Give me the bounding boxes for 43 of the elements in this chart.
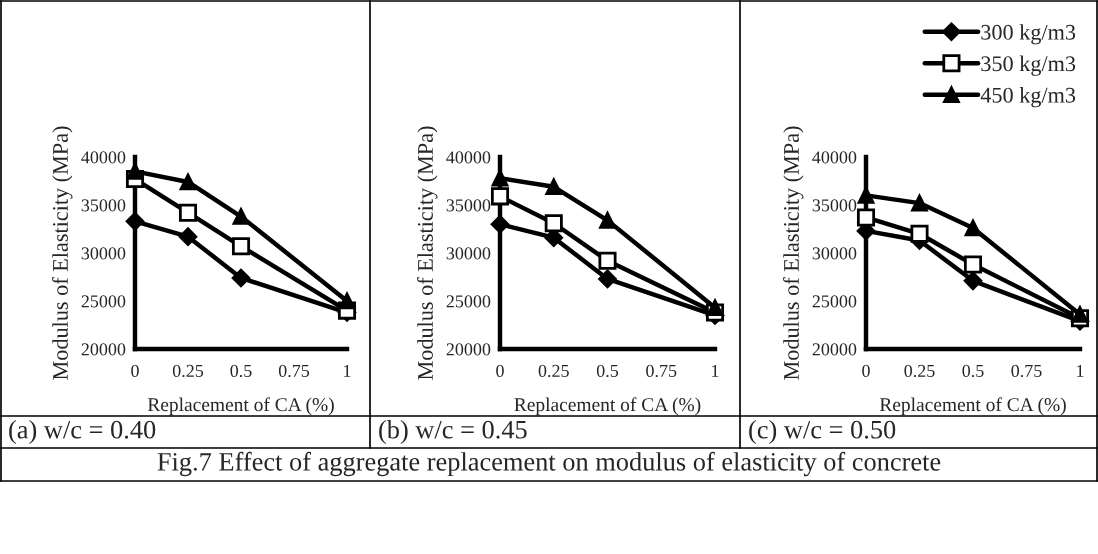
- x-tick-label: 0.25: [904, 364, 935, 378]
- x-tick-label: 0.5: [230, 364, 252, 378]
- x-tick-label: 1: [1077, 364, 1084, 377]
- y-tick-label: 40000: [81, 151, 126, 164]
- x-tick-label: 0.75: [646, 364, 677, 378]
- x-tick-label: 1: [344, 364, 351, 377]
- text: (a) w/c = 0.40: [9, 420, 156, 444]
- x-tick-label: 0.5: [596, 364, 619, 378]
- x-axis-title: Replacement of CA (%): [514, 397, 701, 416]
- legend-label: 300 kg/m3: [981, 24, 1076, 45]
- x-tick-label: 0: [131, 364, 139, 377]
- y-tick-label: 25000: [446, 295, 491, 308]
- x-tick-label: 0: [496, 364, 504, 377]
- y-axis-title: Modulus of Elasticity (MPa): [783, 126, 804, 380]
- y-tick-label: 30000: [812, 247, 857, 260]
- x-axis-title: Replacement of CA (%): [879, 397, 1066, 416]
- x-tick-label: 0.5: [962, 364, 984, 378]
- x-axis-title: Replacement of CA (%): [147, 397, 334, 416]
- y-tick-label: 20000: [446, 343, 491, 356]
- caption: Fig.7 Effect of aggregate replacement on modulus of elasticity of concrete: [157, 451, 941, 477]
- y-tick-label: 25000: [81, 295, 126, 308]
- y-tick-label: 35000: [812, 199, 857, 212]
- y-tick-label: 20000: [81, 343, 126, 356]
- x-tick-label: 1: [712, 364, 719, 377]
- y-axis-title: Modulus of Elasticity (MPa): [52, 126, 73, 380]
- y-tick-label: 40000: [446, 151, 491, 164]
- y-tick-label: 20000: [812, 343, 857, 356]
- x-tick-label: 0.25: [172, 364, 204, 378]
- y-tick-label: 40000: [812, 151, 857, 164]
- y-tick-label: 35000: [81, 199, 126, 212]
- x-tick-label: 0: [862, 364, 870, 377]
- y-tick-label: 30000: [446, 247, 491, 260]
- x-tick-label: 0.75: [1011, 364, 1042, 378]
- text: (b) w/c = 0.45: [379, 420, 527, 444]
- legend-label: 450 kg/m3: [980, 87, 1076, 108]
- text: (c) w/c = 0.50: [749, 420, 896, 444]
- y-tick-label: 30000: [81, 247, 126, 260]
- legend-label: 350 kg/m3: [981, 55, 1076, 76]
- x-tick-label: 0.75: [278, 364, 310, 378]
- x-tick-label: 0.25: [538, 364, 569, 378]
- y-tick-label: 25000: [812, 295, 857, 308]
- y-tick-label: 35000: [446, 199, 491, 212]
- y-axis-title: Modulus of Elasticity (MPa): [417, 126, 438, 380]
